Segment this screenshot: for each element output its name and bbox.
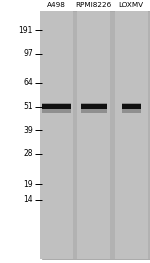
Text: 14: 14 xyxy=(23,195,33,204)
Bar xyxy=(77,11,110,259)
Text: LOXMV: LOXMV xyxy=(119,2,144,8)
Bar xyxy=(81,103,106,107)
Text: 191: 191 xyxy=(19,26,33,35)
Bar xyxy=(81,104,106,109)
Bar xyxy=(81,109,106,113)
Bar xyxy=(42,109,70,113)
Bar xyxy=(115,11,148,259)
Bar xyxy=(122,103,141,107)
Bar xyxy=(42,104,70,109)
Bar xyxy=(122,104,141,109)
Text: 28: 28 xyxy=(24,149,33,158)
Bar xyxy=(122,103,141,107)
Text: 51: 51 xyxy=(23,102,33,111)
Text: 19: 19 xyxy=(23,180,33,189)
Bar xyxy=(40,11,73,259)
Text: RPMI8226: RPMI8226 xyxy=(76,2,112,8)
Text: 64: 64 xyxy=(23,78,33,87)
Bar xyxy=(42,103,70,107)
Bar xyxy=(81,109,106,113)
Text: 97: 97 xyxy=(23,49,33,58)
Bar xyxy=(42,103,70,107)
Text: A498: A498 xyxy=(47,2,66,8)
Bar xyxy=(122,109,141,113)
Text: 39: 39 xyxy=(23,126,33,135)
Bar xyxy=(42,11,150,259)
Bar xyxy=(81,103,106,107)
Bar xyxy=(42,109,70,113)
Bar xyxy=(122,109,141,113)
